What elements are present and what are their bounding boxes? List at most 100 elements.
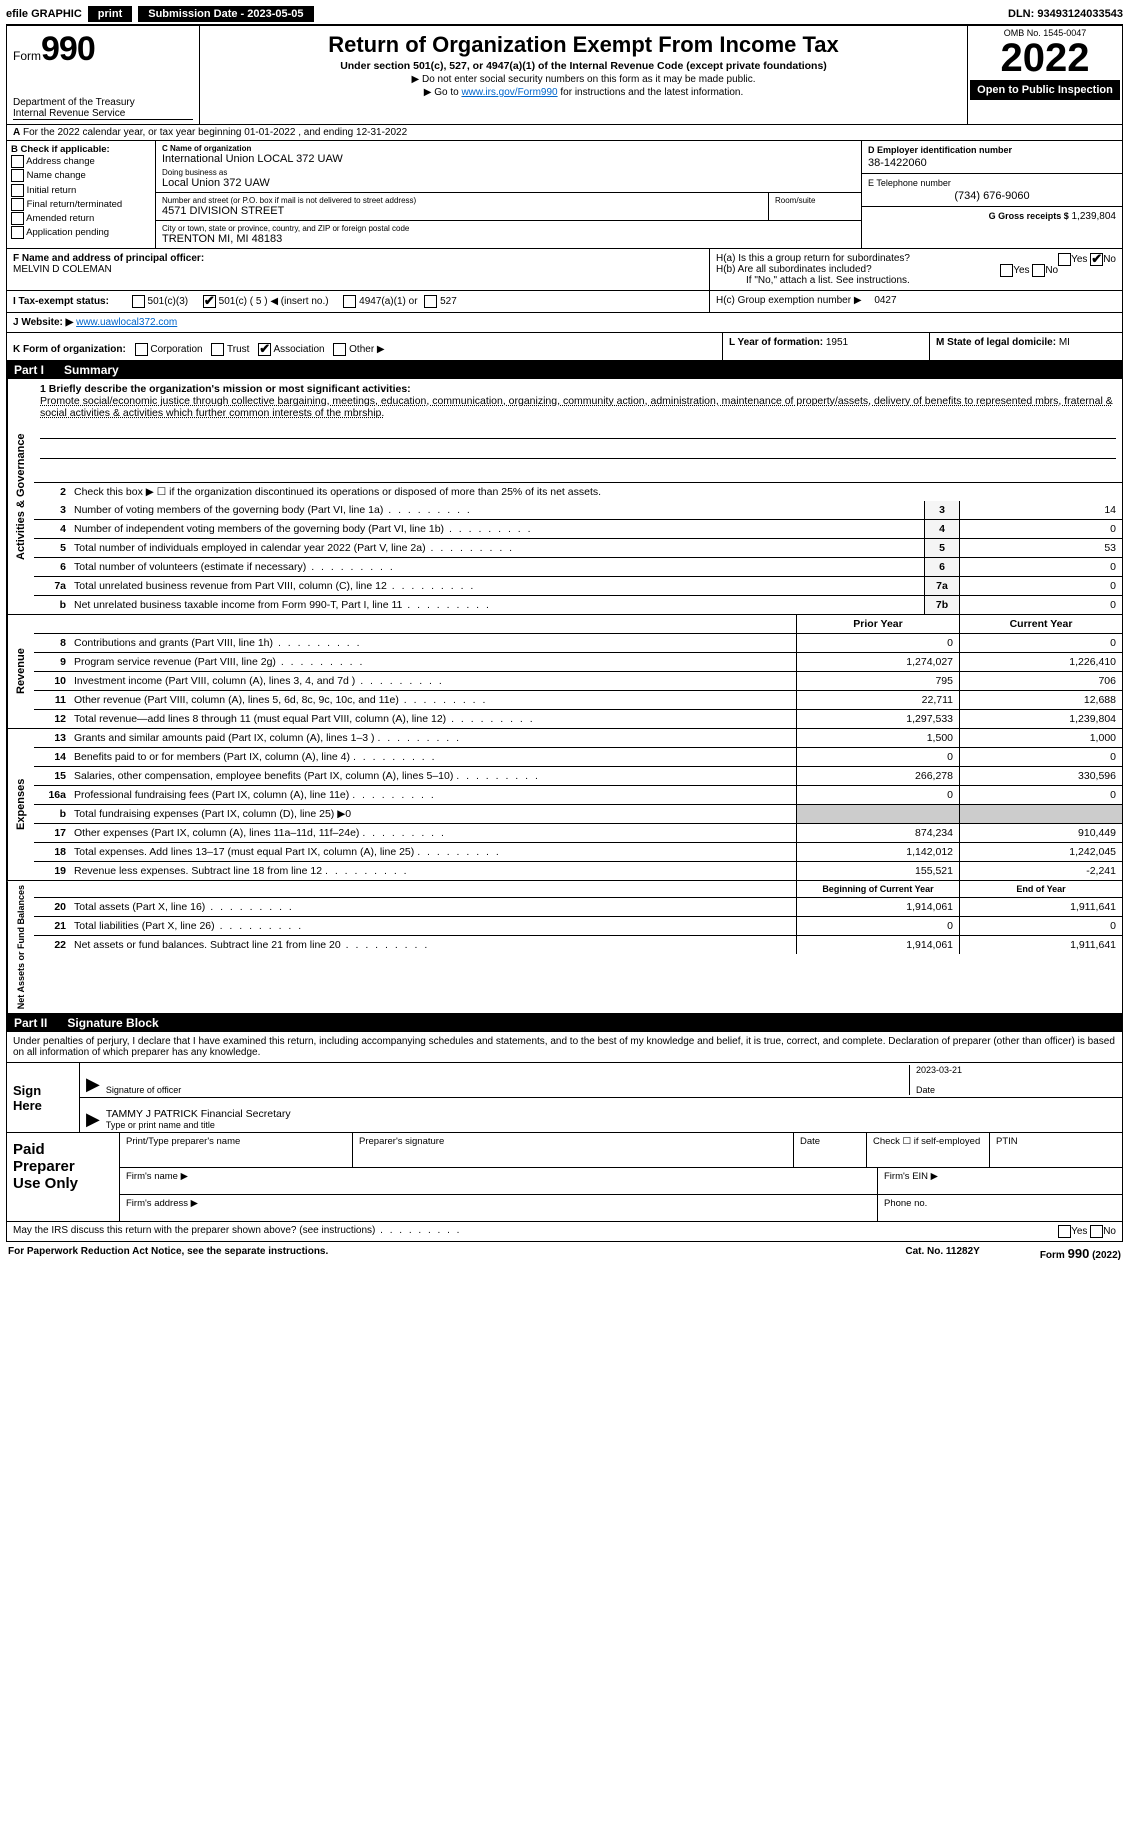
open-public-badge: Open to Public Inspection bbox=[970, 80, 1120, 100]
mission-text: Promote social/economic justice through … bbox=[40, 395, 1116, 419]
tax-year: 2022 bbox=[970, 38, 1120, 78]
signature-arrow-icon: ▶ bbox=[86, 1074, 100, 1095]
footer-discuss: May the IRS discuss this return with the… bbox=[6, 1222, 1123, 1242]
side-revenue: Revenue bbox=[7, 615, 34, 728]
table-row: 6 Total number of volunteers (estimate i… bbox=[34, 558, 1122, 577]
table-row: 15 Salaries, other compensation, employe… bbox=[34, 767, 1122, 786]
table-row: 19 Revenue less expenses. Subtract line … bbox=[34, 862, 1122, 880]
form-footer: Form 990 (2022) bbox=[1040, 1246, 1121, 1261]
cb-initial-return[interactable]: Initial return bbox=[11, 184, 151, 198]
row-klm: K Form of organization: Corporation Trus… bbox=[6, 333, 1123, 361]
dln-label: DLN: 93493124033543 bbox=[1008, 8, 1123, 20]
cb-address-change[interactable]: Address change bbox=[11, 155, 151, 169]
table-row: 3 Number of voting members of the govern… bbox=[34, 501, 1122, 520]
section-netassets: Net Assets or Fund Balances Beginning of… bbox=[6, 881, 1123, 1014]
cat-number: Cat. No. 11282Y bbox=[905, 1246, 979, 1261]
signature-arrow-icon: ▶ bbox=[86, 1109, 100, 1130]
sig-officer-label: Signature of officer bbox=[106, 1085, 909, 1095]
sign-here-label: Sign Here bbox=[7, 1063, 79, 1132]
street-address: 4571 DIVISION STREET bbox=[162, 205, 762, 217]
header-right: OMB No. 1545-0047 2022 Open to Public In… bbox=[967, 26, 1122, 124]
dept-irs: Internal Revenue Service bbox=[13, 108, 193, 120]
efile-label: efile GRAPHIC bbox=[6, 8, 82, 20]
table-row: 10 Investment income (Part VIII, column … bbox=[34, 672, 1122, 691]
table-row: 18 Total expenses. Add lines 13–17 (must… bbox=[34, 843, 1122, 862]
col-hc-groupnum: H(c) Group exemption number ▶ 0427 bbox=[710, 291, 1122, 312]
sig-name-value: TAMMY J PATRICK Financial Secretary bbox=[106, 1108, 1116, 1120]
table-row: 5 Total number of individuals employed i… bbox=[34, 539, 1122, 558]
ssn-note: ▶ Do not enter social security numbers o… bbox=[210, 74, 957, 85]
col-c-org-info: C Name of organization International Uni… bbox=[156, 141, 861, 248]
row-fh: F Name and address of principal officer:… bbox=[6, 249, 1123, 291]
col-i-taxexempt: I Tax-exempt status: 501(c)(3) 501(c) ( … bbox=[7, 291, 710, 312]
room-suite: Room/suite bbox=[769, 193, 861, 220]
section-expenses: Expenses 13 Grants and similar amounts p… bbox=[6, 729, 1123, 881]
table-row: b Total fundraising expenses (Part IX, c… bbox=[34, 805, 1122, 824]
cb-amended-return[interactable]: Amended return bbox=[11, 212, 151, 226]
ein-value: 38-1422060 bbox=[868, 157, 1116, 169]
table-row: 17 Other expenses (Part IX, column (A), … bbox=[34, 824, 1122, 843]
section-governance: Activities & Governance 1 Briefly descri… bbox=[6, 379, 1123, 615]
section-revenue: Revenue Prior Year Current Year 8 Contri… bbox=[6, 615, 1123, 729]
block-bcd: B Check if applicable: Address change Na… bbox=[6, 141, 1123, 249]
table-row: 13 Grants and similar amounts paid (Part… bbox=[34, 729, 1122, 748]
table-row: 20 Total assets (Part X, line 16) 1,914,… bbox=[34, 898, 1122, 917]
gross-receipts: 1,239,804 bbox=[1072, 211, 1117, 222]
print-button[interactable]: print bbox=[88, 6, 132, 22]
submission-date-button[interactable]: Submission Date - 2023-05-05 bbox=[138, 6, 313, 22]
form-title: Return of Organization Exempt From Incom… bbox=[210, 32, 957, 58]
officer-name: MELVIN D COLEMAN bbox=[13, 264, 703, 275]
dba-name: Local Union 372 UAW bbox=[162, 177, 855, 189]
paid-preparer-block: Paid Preparer Use Only Print/Type prepar… bbox=[7, 1132, 1122, 1221]
col-k-formorg: K Form of organization: Corporation Trus… bbox=[7, 333, 722, 360]
side-governance: Activities & Governance bbox=[7, 379, 34, 614]
form-header: Form 990 Department of the Treasury Inte… bbox=[6, 26, 1123, 125]
website-note: ▶ Go to www.irs.gov/Form990 for instruct… bbox=[210, 87, 957, 98]
cb-application-pending[interactable]: Application pending bbox=[11, 226, 151, 240]
side-expenses: Expenses bbox=[7, 729, 34, 880]
signature-block: Under penalties of perjury, I declare th… bbox=[6, 1032, 1123, 1222]
website-link[interactable]: www.uawlocal372.com bbox=[76, 317, 177, 328]
form-number: 990 bbox=[41, 30, 95, 69]
part1-header: Part I Summary bbox=[6, 361, 1123, 379]
city-state-zip: TRENTON MI, MI 48183 bbox=[162, 233, 855, 245]
header-left: Form 990 Department of the Treasury Inte… bbox=[7, 26, 200, 124]
col-f-officer: F Name and address of principal officer:… bbox=[7, 249, 710, 290]
dept-treasury: Department of the Treasury bbox=[13, 97, 193, 108]
table-row: 8 Contributions and grants (Part VIII, l… bbox=[34, 634, 1122, 653]
header-center: Return of Organization Exempt From Incom… bbox=[200, 26, 967, 124]
telephone-value: (734) 676-9060 bbox=[868, 190, 1116, 202]
sig-intro: Under penalties of perjury, I declare th… bbox=[7, 1032, 1122, 1063]
table-row: 7a Total unrelated business revenue from… bbox=[34, 577, 1122, 596]
table-row: 12 Total revenue—add lines 8 through 11 … bbox=[34, 710, 1122, 728]
table-row: 11 Other revenue (Part VIII, column (A),… bbox=[34, 691, 1122, 710]
col-h-group: H(a) Is this a group return for subordin… bbox=[710, 249, 1122, 290]
part2-header: Part II Signature Block bbox=[6, 1014, 1123, 1032]
col-m-state: M State of legal domicile: MI bbox=[929, 333, 1122, 360]
form-subtitle: Under section 501(c), 527, or 4947(a)(1)… bbox=[210, 60, 957, 72]
col-d-ein-tel: D Employer identification number 38-1422… bbox=[861, 141, 1122, 248]
side-netassets: Net Assets or Fund Balances bbox=[7, 881, 34, 1013]
table-row: 22 Net assets or fund balances. Subtract… bbox=[34, 936, 1122, 954]
mission-box: 1 Briefly describe the organization's mi… bbox=[34, 379, 1122, 483]
cb-name-change[interactable]: Name change bbox=[11, 169, 151, 183]
row-i-hc: I Tax-exempt status: 501(c)(3) 501(c) ( … bbox=[6, 291, 1123, 313]
footer-final: For Paperwork Reduction Act Notice, see … bbox=[6, 1242, 1123, 1265]
col-b-checkboxes: B Check if applicable: Address change Na… bbox=[7, 141, 156, 248]
cb-final-return[interactable]: Final return/terminated bbox=[11, 198, 151, 212]
org-name: International Union LOCAL 372 UAW bbox=[162, 153, 855, 165]
row-a-taxyear: A For the 2022 calendar year, or tax yea… bbox=[6, 125, 1123, 141]
paid-preparer-label: Paid Preparer Use Only bbox=[7, 1133, 120, 1221]
table-row: b Net unrelated business taxable income … bbox=[34, 596, 1122, 614]
table-row: 4 Number of independent voting members o… bbox=[34, 520, 1122, 539]
top-bar: efile GRAPHIC print Submission Date - 20… bbox=[6, 6, 1123, 26]
table-row: 16a Professional fundraising fees (Part … bbox=[34, 786, 1122, 805]
sig-date-value: 2023-03-21 bbox=[916, 1065, 1116, 1075]
form-word: Form bbox=[13, 49, 41, 63]
table-row: 21 Total liabilities (Part X, line 26) 0… bbox=[34, 917, 1122, 936]
table-row: 14 Benefits paid to or for members (Part… bbox=[34, 748, 1122, 767]
row-j-website: J Website: ▶ www.uawlocal372.com bbox=[6, 313, 1123, 333]
group-exemption-num: 0427 bbox=[874, 295, 896, 306]
table-row: 9 Program service revenue (Part VIII, li… bbox=[34, 653, 1122, 672]
irs-link[interactable]: www.irs.gov/Form990 bbox=[461, 87, 557, 98]
